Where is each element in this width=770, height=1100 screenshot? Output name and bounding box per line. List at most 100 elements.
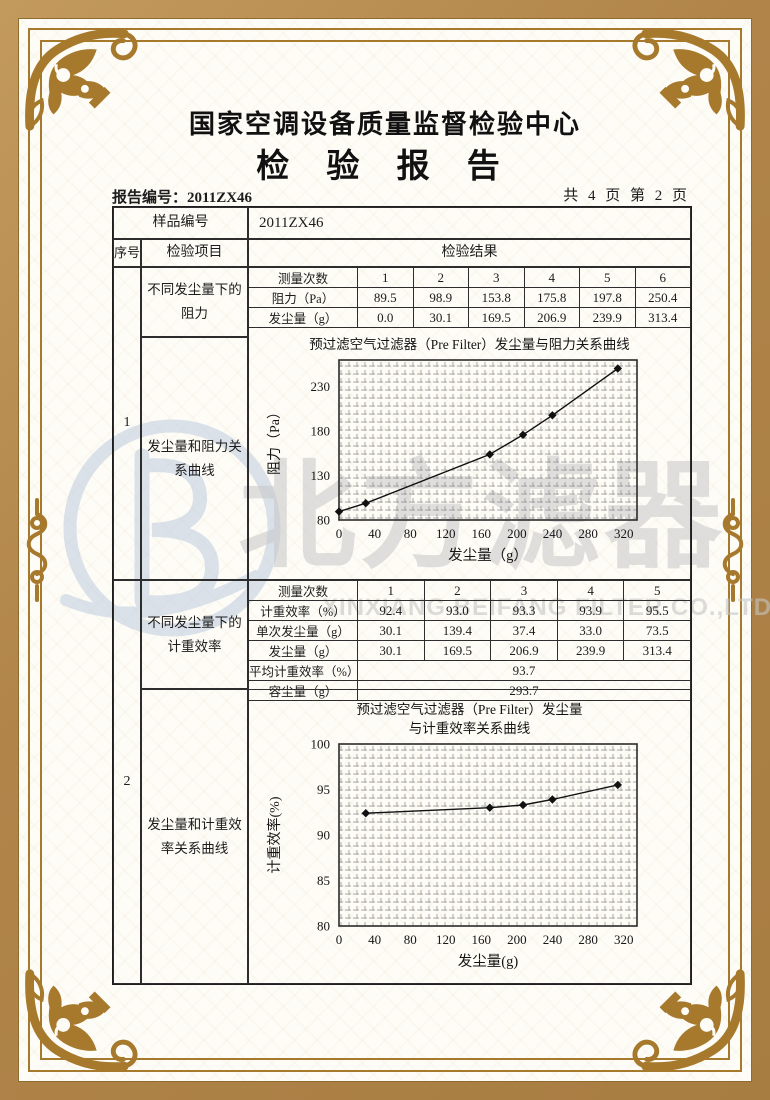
row-value: 73.5 (623, 620, 691, 641)
x-axis-label: 发尘量（g） (448, 547, 528, 564)
row-value: 93.9 (556, 600, 625, 621)
svg-text:100: 100 (311, 738, 331, 752)
x-tick-labels: 0 40 80 120 160 200 240 280 320 (336, 526, 634, 541)
resistance-line-chart: 0 40 80 120 160 200 240 280 320 80 130 180 230 发尘量（g）… (267, 359, 638, 564)
edge-scroll-icon (722, 498, 744, 602)
report-title: 检 验 报 告 (256, 147, 514, 184)
report-number-label: 报告编号： (112, 190, 188, 206)
efficiency-line-chart: 0 40 80 120 160 200 240 280 320 80 85 90 95 100 发尘量(g)… (266, 738, 638, 970)
row-value: 239.9 (556, 640, 625, 661)
row-value: 175.8 (523, 287, 580, 308)
row-label: 测量次数 (248, 580, 358, 601)
item-efficiency-text: 不同发尘量下的计重效率 (147, 614, 242, 654)
sample-number-value: 2011ZX46 (248, 207, 691, 239)
corner-flourish-icon (25, 28, 138, 131)
row-value: 5 (579, 267, 636, 288)
row-value: 1 (357, 580, 425, 601)
table-row: 平均计重效率（%） 93.7 (248, 660, 691, 681)
column-header-result: 检验结果 (248, 239, 691, 267)
item-resistance-curve-text: 发尘量和阻力关系曲线 (147, 438, 242, 478)
inspection-center-title: 国家空调设备质量监督检验中心 (188, 109, 581, 139)
efficiency-data: 测量次数 1 2 3 4 5 计重效率（%） 92.4 93.0 93.3 93.9 95.5 单次发尘… (248, 580, 691, 701)
item-efficiency-curve-label: 发尘量和计重效率关系曲线 (141, 689, 248, 984)
row-value-merged: 293.7 (357, 680, 691, 701)
chart-2-title: 预过滤空气过滤器（Pre Filter）发尘量 与计重效率关系曲线 (356, 702, 583, 736)
row-value: 33.0 (556, 620, 625, 641)
row-value: 93.0 (423, 600, 492, 621)
row-label: 计重效率（%） (248, 600, 358, 621)
x-tick-labels: 0 40 80 120 160 200 240 280 320 (336, 932, 634, 947)
row-value: 30.1 (412, 307, 469, 328)
svg-text:130: 130 (311, 468, 331, 483)
efficiency-data-grid: 测量次数 1 2 3 4 5 计重效率（%） 92.4 93.0 93.3 93.9 95.5 单次发尘… (248, 580, 691, 701)
row-value: 30.1 (357, 640, 425, 661)
svg-text:120: 120 (436, 932, 456, 947)
table-row: 计重效率（%） 92.4 93.0 93.3 93.9 95.5 (248, 600, 691, 621)
y-axis-label: 计重效率(%) (266, 796, 283, 873)
row-value: 206.9 (523, 307, 580, 328)
series-markers (334, 364, 622, 516)
svg-text:280: 280 (578, 526, 598, 541)
row-value: 37.4 (490, 620, 558, 641)
svg-text:40: 40 (368, 526, 381, 541)
svg-text:90: 90 (317, 828, 330, 843)
resistance-data: 测量次数 1 2 3 4 5 6 阻力（Pa） 89.5 98.9 153.8 175.8 197.8 2… (248, 267, 691, 328)
svg-text:80: 80 (317, 919, 330, 934)
row-value: 2 (412, 267, 469, 288)
table-row: 阻力（Pa） 89.5 98.9 153.8 175.8 197.8 250.4 (248, 287, 691, 308)
resistance-chart-cell: 预过滤空气过滤器（Pre Filter）发尘量与阻力关系曲线 0 40 80 120 1… (248, 327, 691, 580)
row-value: 153.8 (468, 287, 525, 308)
svg-text:180: 180 (311, 424, 331, 439)
row-value: 313.4 (623, 640, 691, 661)
item-resistance-text: 不同发尘量下的阻力 (147, 282, 242, 321)
seq-2: 2 (113, 580, 141, 984)
svg-text:230: 230 (311, 379, 331, 394)
efficiency-chart-cell: 预过滤空气过滤器（Pre Filter）发尘量 与计重效率关系曲线 0 40 80 1… (248, 689, 691, 984)
svg-text:240: 240 (543, 526, 563, 541)
y-tick-labels: 80 85 90 95 100 (311, 738, 331, 934)
corner-flourish-icon (25, 969, 138, 1072)
row-label: 阻力（Pa） (248, 287, 358, 308)
report-number-value: 2011ZX46 (187, 190, 253, 206)
y-axis-label: 阻力（Pa） (267, 405, 283, 475)
item-efficiency-curve-text: 发尘量和计重效率关系曲线 (147, 816, 242, 856)
inspection-results-table: 样品编号 2011ZX46 序号 检验项目 检验结果 1 不同发尘量下的阻力 发… (112, 206, 692, 985)
row-label: 发尘量（g） (248, 307, 358, 328)
svg-text:80: 80 (404, 526, 417, 541)
svg-text:95: 95 (317, 782, 330, 797)
row-label: 容尘量（g） (248, 680, 358, 701)
row-value: 30.1 (357, 620, 425, 641)
row-value: 197.8 (579, 287, 636, 308)
table-row: 发尘量（g） 30.1 169.5 206.9 239.9 313.4 (248, 640, 691, 661)
table-row: 单次发尘量（g） 30.1 139.4 37.4 33.0 73.5 (248, 620, 691, 641)
row-label: 测量次数 (248, 267, 358, 288)
row-value: 169.5 (468, 307, 525, 328)
svg-text:120: 120 (436, 526, 456, 541)
svg-text:0: 0 (336, 932, 343, 947)
row-value: 1 (357, 267, 414, 288)
svg-text:200: 200 (507, 932, 527, 947)
row-value: 92.4 (357, 600, 425, 621)
row-value: 95.5 (623, 600, 691, 621)
svg-text:40: 40 (368, 932, 381, 947)
row-value: 89.5 (357, 287, 414, 308)
corner-flourish-icon (632, 969, 745, 1072)
sample-number-label: 样品编号 (113, 207, 248, 239)
svg-text:280: 280 (578, 932, 598, 947)
row-value: 0.0 (357, 307, 414, 328)
row-value: 139.4 (423, 620, 492, 641)
row-value-merged: 93.7 (357, 660, 691, 681)
row-value: 4 (523, 267, 580, 288)
svg-text:240: 240 (543, 932, 563, 947)
svg-text:80: 80 (317, 513, 330, 528)
row-value: 169.5 (423, 640, 492, 661)
report-number: 报告编号：2011ZX46 (112, 186, 252, 207)
svg-text:80: 80 (404, 932, 417, 947)
y-tick-labels: 80 130 180 230 (311, 379, 331, 527)
x-axis-label: 发尘量(g) (458, 953, 519, 970)
column-header-item: 检验项目 (141, 239, 248, 267)
resistance-data-grid: 测量次数 1 2 3 4 5 6 阻力（Pa） 89.5 98.9 153.8 175.8 197.8 2… (248, 267, 691, 328)
row-value: 3 (468, 267, 525, 288)
